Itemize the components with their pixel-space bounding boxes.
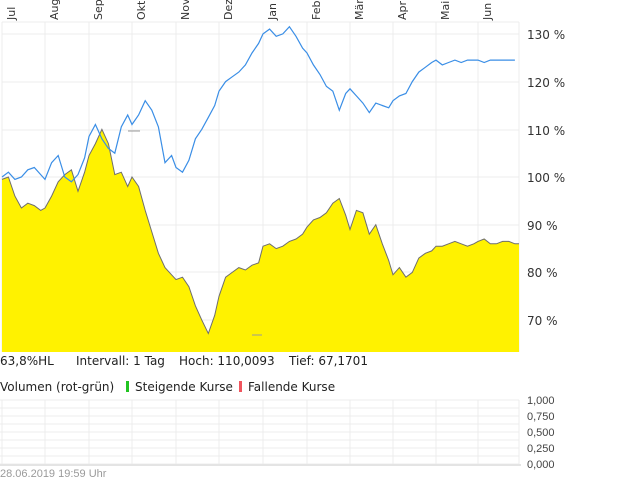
svg-text:Dez: Dez [222,0,235,20]
svg-text:Sep: Sep [92,0,105,20]
svg-text:70 %: 70 % [527,314,558,328]
rising-swatch-icon [126,381,129,392]
high-label: Hoch: 110,0093 [179,354,275,368]
svg-text:Apr: Apr [396,0,409,20]
svg-text:100 %: 100 % [527,171,565,185]
volume-legend-title: Volumen (rot-grün) [0,380,115,394]
svg-text:0,500: 0,500 [527,427,555,439]
legend-rising-label: Steigende Kurse [135,380,233,394]
svg-text:Okt: Okt [135,0,148,20]
svg-text:Jan: Jan [266,3,279,21]
svg-text:80 %: 80 % [527,266,558,280]
y-axis-labels: 130 % 120 % 110 % 100 % 90 % 80 % 70 % [527,28,565,328]
volume-gridlines [0,399,521,466]
svg-text:90 %: 90 % [527,219,558,233]
legend-falling: Fallende Kurse [239,380,335,394]
svg-text:Jul: Jul [5,7,18,21]
price-area-line [1,128,519,335]
x-axis-month-labels: Jul Aug Sep Okt Nov Dez Jan Feb Mär Apr Mai Jun [5,0,494,21]
legend-falling-label: Fallende Kurse [248,380,336,394]
svg-text:0,750: 0,750 [527,411,555,423]
svg-text:Aug: Aug [48,0,61,20]
price-area-fill [2,129,519,352]
svg-text:Nov: Nov [179,0,192,20]
svg-text:110 %: 110 % [527,124,565,138]
svg-text:0,250: 0,250 [527,443,555,455]
svg-text:130 %: 130 % [527,28,565,42]
svg-text:Mär: Mär [353,0,366,20]
svg-text:Feb: Feb [310,1,323,20]
falling-swatch-icon [239,381,242,392]
svg-text:Mai: Mai [439,1,452,20]
interval-label: Intervall: 1 Tag [76,354,165,368]
range-label: 63,8%HL [0,354,54,368]
svg-text:Jun: Jun [481,3,494,21]
svg-text:120 %: 120 % [527,76,565,90]
timestamp: 28.06.2019 19:59 Uhr [0,468,107,480]
svg-text:0,000: 0,000 [527,459,555,471]
volume-axis-labels: 1,000 0,750 0,500 0,250 0,000 [527,395,555,471]
legend-rising: Steigende Kurse [126,380,233,394]
svg-text:1,000: 1,000 [527,395,555,407]
low-label: Tief: 67,1701 [289,354,368,368]
comparison-line [1,25,515,183]
